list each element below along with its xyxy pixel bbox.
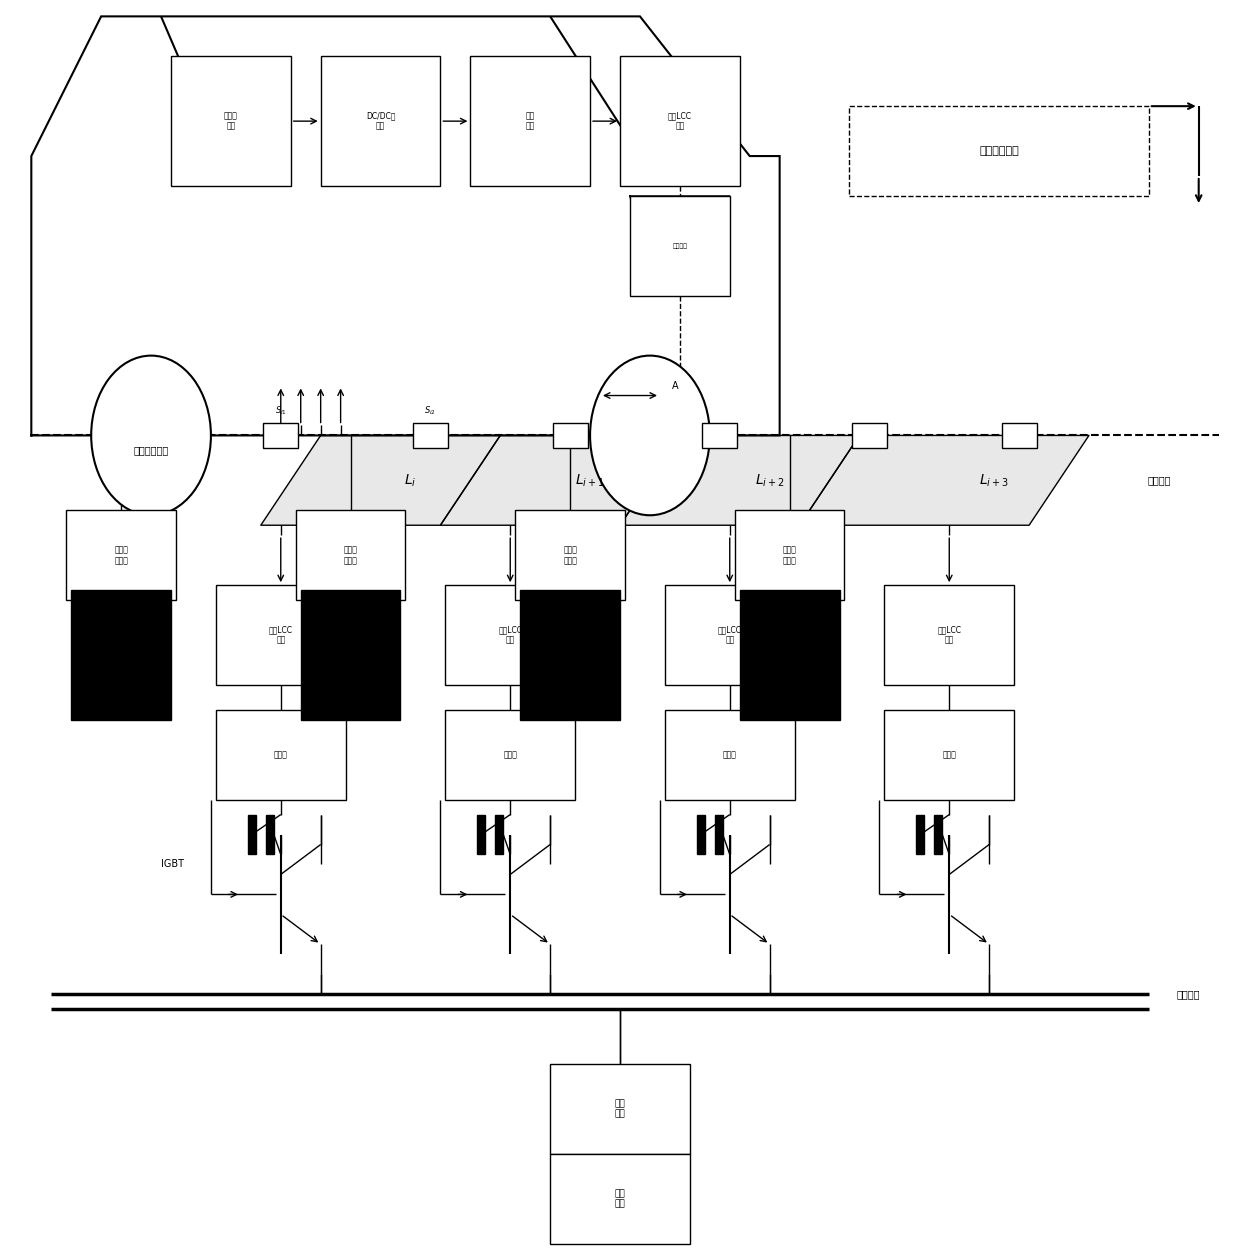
Bar bbox=[553, 423, 588, 448]
Text: 车辆位
置信息: 车辆位 置信息 bbox=[782, 546, 796, 565]
Text: 车辆位
置信息: 车辆位 置信息 bbox=[563, 546, 577, 565]
Text: 车载电
池组: 车载电 池组 bbox=[224, 112, 238, 131]
Bar bbox=[884, 585, 1014, 685]
Bar bbox=[665, 585, 795, 685]
Bar bbox=[702, 423, 738, 448]
Bar bbox=[916, 814, 924, 855]
Text: 原边LCC
电路: 原边LCC 电路 bbox=[498, 625, 522, 645]
Polygon shape bbox=[800, 435, 1089, 526]
Polygon shape bbox=[630, 196, 730, 296]
Bar bbox=[849, 107, 1148, 196]
Text: $L_i$: $L_i$ bbox=[404, 472, 417, 488]
Text: $S_{i1}$: $S_{i1}$ bbox=[275, 404, 286, 417]
Bar bbox=[884, 710, 1014, 799]
Text: $S_{i2}$: $S_{i2}$ bbox=[424, 404, 436, 417]
Polygon shape bbox=[440, 435, 680, 526]
Text: 逆变器: 逆变器 bbox=[723, 750, 737, 759]
Text: $L_{i+3}$: $L_{i+3}$ bbox=[980, 472, 1009, 488]
Bar bbox=[470, 56, 590, 186]
Text: 整流
电路: 整流 电路 bbox=[615, 1099, 625, 1118]
Text: 位置检测模块: 位置检测模块 bbox=[134, 446, 169, 456]
Text: DC/DC变
换器: DC/DC变 换器 bbox=[366, 112, 396, 131]
Polygon shape bbox=[620, 435, 859, 526]
Text: 车辆行进方向: 车辆行进方向 bbox=[980, 146, 1019, 156]
Text: 发射线圈: 发射线圈 bbox=[1147, 476, 1171, 486]
Text: 直流母线: 直流母线 bbox=[1177, 989, 1200, 999]
Bar bbox=[265, 814, 274, 855]
Bar bbox=[445, 585, 575, 685]
Bar bbox=[714, 814, 723, 855]
Bar bbox=[665, 710, 795, 799]
Bar bbox=[934, 814, 942, 855]
Text: 逆变器: 逆变器 bbox=[503, 750, 517, 759]
Bar bbox=[295, 511, 405, 600]
Bar bbox=[697, 814, 704, 855]
Bar bbox=[263, 423, 299, 448]
Text: $L_{i+1}$: $L_{i+1}$ bbox=[575, 472, 605, 488]
Bar bbox=[248, 814, 255, 855]
Bar bbox=[321, 56, 440, 186]
Text: 交流
电网: 交流 电网 bbox=[615, 1188, 625, 1209]
Text: 原边LCC
电路: 原边LCC 电路 bbox=[937, 625, 961, 645]
Bar bbox=[1002, 423, 1037, 448]
Bar bbox=[516, 511, 625, 600]
Bar bbox=[551, 1153, 689, 1244]
Bar bbox=[216, 710, 346, 799]
Ellipse shape bbox=[590, 355, 709, 516]
Bar bbox=[740, 590, 839, 720]
Text: 原边LCC
电路: 原边LCC 电路 bbox=[269, 625, 293, 645]
Text: $L_{i+2}$: $L_{i+2}$ bbox=[755, 472, 785, 488]
Bar bbox=[477, 814, 485, 855]
Text: 原边LCC
电路: 原边LCC 电路 bbox=[718, 625, 742, 645]
Bar bbox=[630, 196, 730, 296]
Text: 车辆位
置信息: 车辆位 置信息 bbox=[343, 546, 357, 565]
Bar bbox=[735, 511, 844, 600]
Text: 副边LCC
电路: 副边LCC 电路 bbox=[668, 112, 692, 131]
Text: 车辆位
置信息: 车辆位 置信息 bbox=[114, 546, 128, 565]
Text: IGBT: IGBT bbox=[161, 860, 184, 870]
Bar bbox=[521, 590, 620, 720]
Bar bbox=[620, 56, 740, 186]
Text: 接收线圈: 接收线圈 bbox=[672, 243, 687, 248]
Polygon shape bbox=[260, 435, 500, 526]
Ellipse shape bbox=[92, 355, 211, 516]
Text: A: A bbox=[672, 380, 678, 390]
Text: 整流
电路: 整流 电路 bbox=[526, 112, 534, 131]
Bar bbox=[551, 1064, 689, 1153]
Bar bbox=[495, 814, 503, 855]
Bar bbox=[445, 710, 575, 799]
Bar bbox=[852, 423, 887, 448]
Bar bbox=[171, 56, 290, 186]
Text: 逆变器: 逆变器 bbox=[274, 750, 288, 759]
Bar bbox=[216, 585, 346, 685]
Bar bbox=[66, 511, 176, 600]
Bar bbox=[71, 590, 171, 720]
Bar bbox=[413, 423, 448, 448]
Text: 逆变器: 逆变器 bbox=[942, 750, 956, 759]
Bar bbox=[301, 590, 401, 720]
